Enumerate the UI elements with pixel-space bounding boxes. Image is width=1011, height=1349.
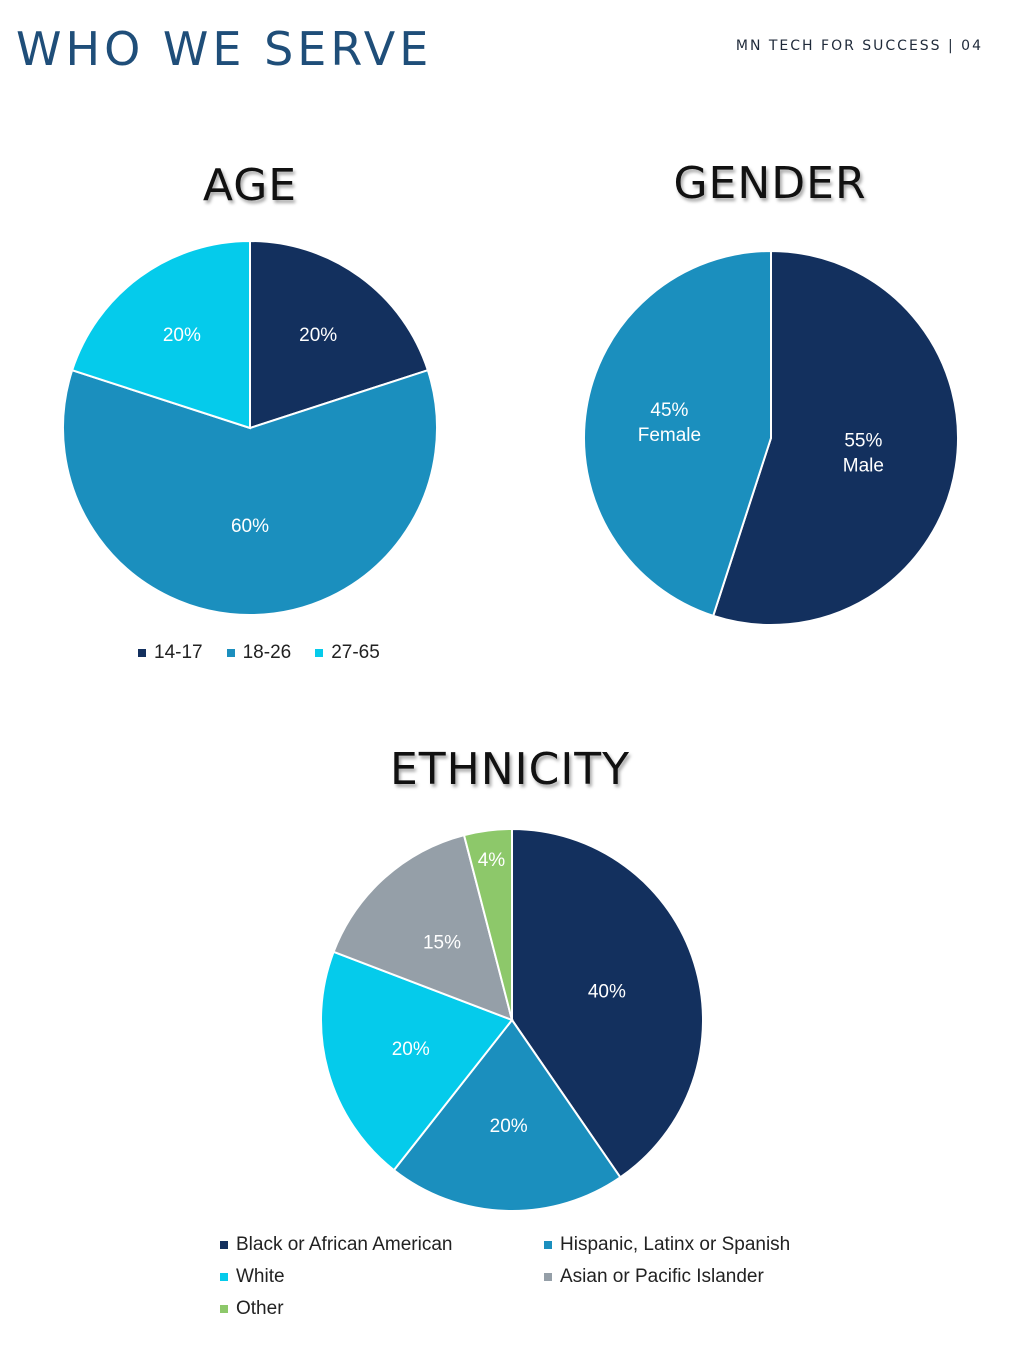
pie-slice-other <box>462 827 513 1021</box>
slice-label-27-65: 20% <box>163 325 201 346</box>
slice-label-female: 45% Female <box>638 400 701 446</box>
slice-label-black-or-african-american: 40% <box>588 982 626 1003</box>
legend-swatch <box>220 1305 228 1313</box>
ethnicity-legend: Black or African American Hispanic, Latin… <box>220 1234 844 1320</box>
legend-label: 27-65 <box>331 642 380 663</box>
slice-label-18-26: 60% <box>231 516 269 537</box>
age-chart-title: AGE <box>202 160 298 211</box>
org-page-label: MN TECH FOR SUCCESS | 04 <box>735 38 983 54</box>
legend-item-14-17: 14-17 <box>138 642 203 664</box>
legend-label: White <box>236 1266 285 1287</box>
pie-slice-male <box>711 249 959 626</box>
legend-item-hispanic-latinx-or-spanish: Hispanic, Latinx or Spanish <box>544 1234 844 1256</box>
legend-swatch <box>220 1241 228 1249</box>
age-pie-chart: 20% 60% 20% <box>62 239 438 616</box>
legend-label: Other <box>236 1298 284 1319</box>
legend-item-white: White <box>220 1266 544 1288</box>
slice-label-other: 4% <box>478 850 506 871</box>
gender-pie-chart: 55% Male 45% Female <box>583 249 959 626</box>
legend-item-black-or-african-american: Black or African American <box>220 1234 544 1256</box>
slice-label-male: 55% Male <box>843 431 884 477</box>
pie-slice-18-26 <box>62 368 438 616</box>
pie-slice-14-17 <box>249 239 430 430</box>
pie-slice-hispanic-latinx-or-spanish <box>392 1018 622 1212</box>
legend-item-18-26: 18-26 <box>226 642 292 664</box>
legend-swatch <box>220 1273 228 1281</box>
legend-swatch <box>226 649 235 657</box>
ethnicity-chart-title: ETHNICITY <box>389 744 631 795</box>
legend-label: Asian or Pacific Islander <box>560 1266 764 1287</box>
legend-swatch <box>544 1241 552 1249</box>
pie-slice-asian-or-pacific-islander <box>332 833 514 1022</box>
legend-item-other: Other <box>220 1298 544 1320</box>
ethnicity-pie-chart: 40% 20% 20% 15% 4% <box>320 827 704 1212</box>
legend-label: 14-17 <box>154 642 203 663</box>
legend-label: 18-26 <box>242 642 292 663</box>
slice-label-asian-or-pacific-islander: 15% <box>423 933 461 954</box>
legend-label: Hispanic, Latinx or Spanish <box>560 1234 791 1255</box>
legend-label: Black or African American <box>236 1234 453 1255</box>
pie-slice-white <box>320 950 514 1172</box>
pie-slice-27-65 <box>70 239 251 430</box>
pie-slice-female <box>583 249 772 618</box>
slice-label-hispanic-latinx-or-spanish: 20% <box>490 1116 528 1137</box>
legend-swatch <box>138 649 146 657</box>
legend-item-asian-or-pacific-islander: Asian or Pacific Islander <box>544 1266 844 1288</box>
slice-label-14-17: 20% <box>299 325 337 346</box>
legend-item-27-65: 27-65 <box>315 642 380 664</box>
pie-slice-black-or-african-american <box>511 827 704 1179</box>
age-legend: 14-17 18-26 27-65 <box>138 642 380 664</box>
page-title: WHO WE SERVE <box>16 22 433 76</box>
gender-chart-title: GENDER <box>673 158 867 209</box>
slice-label-white: 20% <box>392 1039 430 1060</box>
legend-swatch <box>315 649 324 657</box>
legend-swatch <box>544 1273 552 1281</box>
